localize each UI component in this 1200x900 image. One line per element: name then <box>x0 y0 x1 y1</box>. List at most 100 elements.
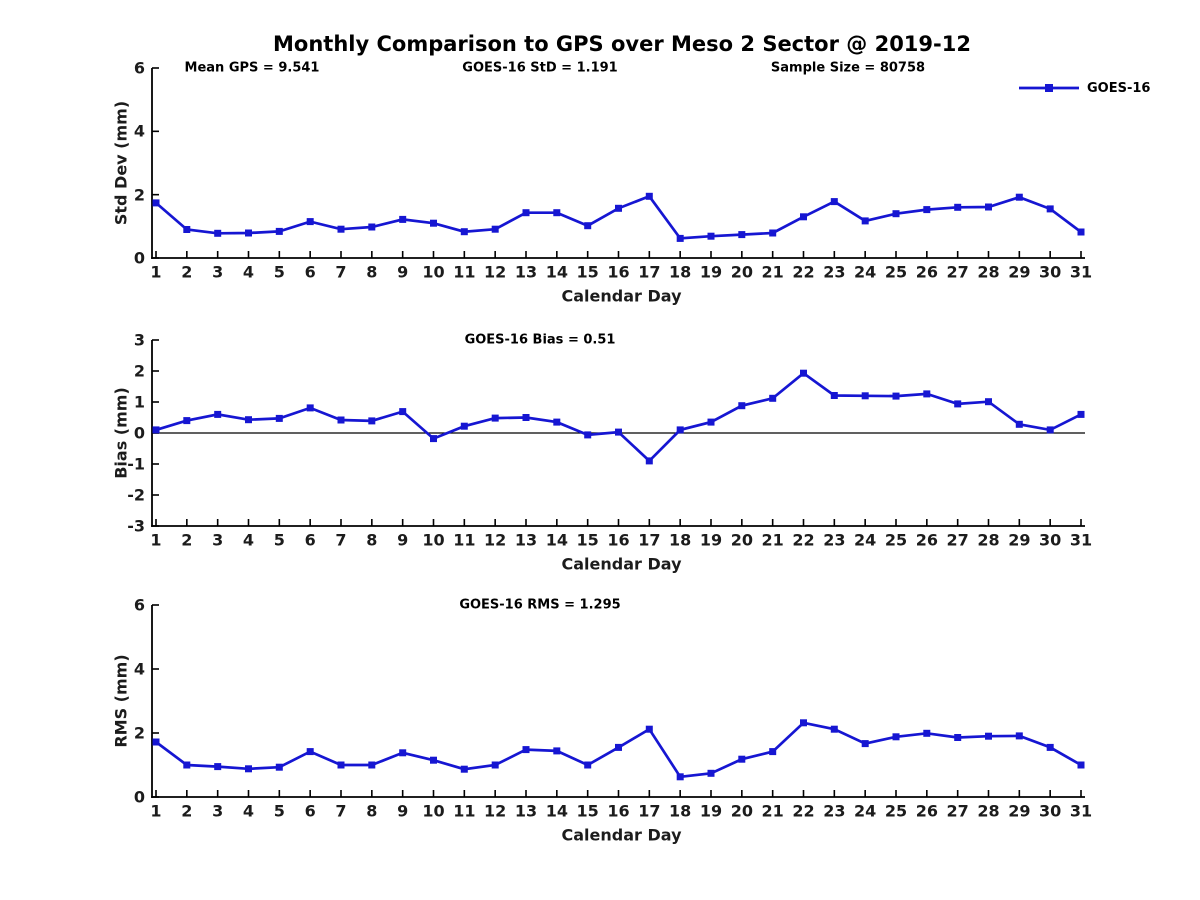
x-tick-label: 11 <box>453 801 476 821</box>
x-tick-label: 23 <box>823 262 846 282</box>
y-tick-label: 3 <box>133 330 145 350</box>
y-tick-label: -1 <box>127 454 145 474</box>
y-tick-label: 2 <box>133 185 145 205</box>
x-tick-label: 9 <box>397 530 409 550</box>
x-tick-label: 14 <box>545 801 568 821</box>
x-tick-label: 10 <box>422 530 445 550</box>
x-tick-label: 17 <box>638 801 661 821</box>
x-tick-label: 13 <box>514 262 538 282</box>
data-point-marker <box>738 402 746 410</box>
x-tick-label: 25 <box>884 530 908 550</box>
subplot-bias <box>151 339 1085 527</box>
x-tick-label: 25 <box>884 801 908 821</box>
data-point-marker <box>985 732 992 740</box>
x-tick-label: 8 <box>366 801 378 821</box>
x-tick-label: 6 <box>304 801 316 821</box>
x-tick-label: 16 <box>607 262 630 282</box>
x-tick-label: 20 <box>730 801 753 821</box>
data-point-marker <box>399 408 407 416</box>
data-point-marker <box>769 394 777 402</box>
data-point-marker <box>1077 761 1085 769</box>
data-point-marker <box>306 748 314 756</box>
data-point-marker <box>183 417 191 425</box>
data-point-marker <box>522 746 530 754</box>
x-tick-label: 8 <box>366 262 378 282</box>
data-point-marker <box>584 431 592 439</box>
data-point-marker <box>892 210 900 218</box>
x-tick-label: 16 <box>607 530 630 550</box>
x-tick-label: 23 <box>823 530 846 550</box>
data-point-marker <box>368 223 376 231</box>
data-point-marker <box>522 414 530 421</box>
x-tick-label: 27 <box>946 262 969 282</box>
data-point-marker <box>430 756 437 764</box>
data-point-marker <box>954 400 962 408</box>
data-point-marker <box>676 426 684 434</box>
data-point-marker <box>923 206 931 214</box>
data-point-marker <box>553 418 561 426</box>
x-tick-label: 18 <box>669 262 692 282</box>
x-tick-label: 7 <box>335 262 347 282</box>
x-tick-label: 24 <box>854 801 877 821</box>
data-point-marker <box>645 725 653 733</box>
x-tick-label: 26 <box>915 530 938 550</box>
y-tick-label: -2 <box>127 485 145 505</box>
x-tick-label: 16 <box>607 801 630 821</box>
data-point-marker <box>800 369 807 377</box>
data-point-marker <box>985 398 992 406</box>
data-point-marker <box>830 392 838 399</box>
data-point-marker <box>275 763 283 771</box>
x-tick-label: 20 <box>730 262 753 282</box>
x-tick-label: 21 <box>761 530 784 550</box>
x-tick-label: 12 <box>484 530 507 550</box>
data-point-marker <box>460 228 468 236</box>
y-tick-label: 4 <box>133 121 145 141</box>
x-tick-label: 29 <box>1008 262 1031 282</box>
data-point-marker <box>923 390 931 398</box>
y-tick-label: 2 <box>133 723 145 743</box>
data-point-marker <box>645 457 653 465</box>
data-point-marker <box>923 729 931 737</box>
y-tick-label: 4 <box>133 659 145 679</box>
y-axis-title: RMS (mm) <box>111 654 131 748</box>
x-tick-label: 9 <box>397 801 409 821</box>
data-point-marker <box>769 748 777 756</box>
data-point-marker <box>183 761 191 769</box>
data-point-marker <box>275 227 283 235</box>
x-tick-label: 13 <box>514 530 538 550</box>
x-tick-label: 6 <box>304 530 316 550</box>
x-tick-label: 14 <box>545 262 568 282</box>
legend-line-icon <box>1019 84 1079 92</box>
x-tick-label: 30 <box>1039 530 1062 550</box>
data-point-marker <box>368 761 376 769</box>
data-point-marker <box>214 229 222 237</box>
y-tick-label: 6 <box>133 58 145 78</box>
data-point-marker <box>985 203 992 211</box>
x-tick-label: 7 <box>335 801 347 821</box>
data-point-marker <box>615 204 622 212</box>
x-axis-title: Calendar Day <box>561 286 682 306</box>
data-point-marker <box>861 392 869 400</box>
x-tick-label: 10 <box>422 262 445 282</box>
x-tick-label: 5 <box>273 801 285 821</box>
y-tick-label: 0 <box>133 423 145 443</box>
x-tick-label: 7 <box>335 530 347 550</box>
x-tick-label: 1 <box>150 530 162 550</box>
y-tick-label: 6 <box>133 595 145 615</box>
x-tick-label: 26 <box>915 801 938 821</box>
data-point-marker <box>800 213 807 221</box>
y-tick-label: 0 <box>133 787 145 807</box>
data-point-marker <box>491 414 499 422</box>
data-point-marker <box>399 215 407 223</box>
x-tick-label: 24 <box>854 262 877 282</box>
y-axis-title: Bias (mm) <box>111 387 131 479</box>
series-markers-goes-16 <box>152 719 1085 781</box>
x-axis-title: Calendar Day <box>561 554 682 574</box>
data-point-marker <box>615 743 622 751</box>
data-point-marker <box>491 225 499 233</box>
subplot-rms <box>151 604 1085 798</box>
data-point-marker <box>707 769 715 777</box>
x-tick-label: 12 <box>484 801 507 821</box>
x-tick-label: 9 <box>397 262 409 282</box>
data-point-marker <box>152 426 160 434</box>
